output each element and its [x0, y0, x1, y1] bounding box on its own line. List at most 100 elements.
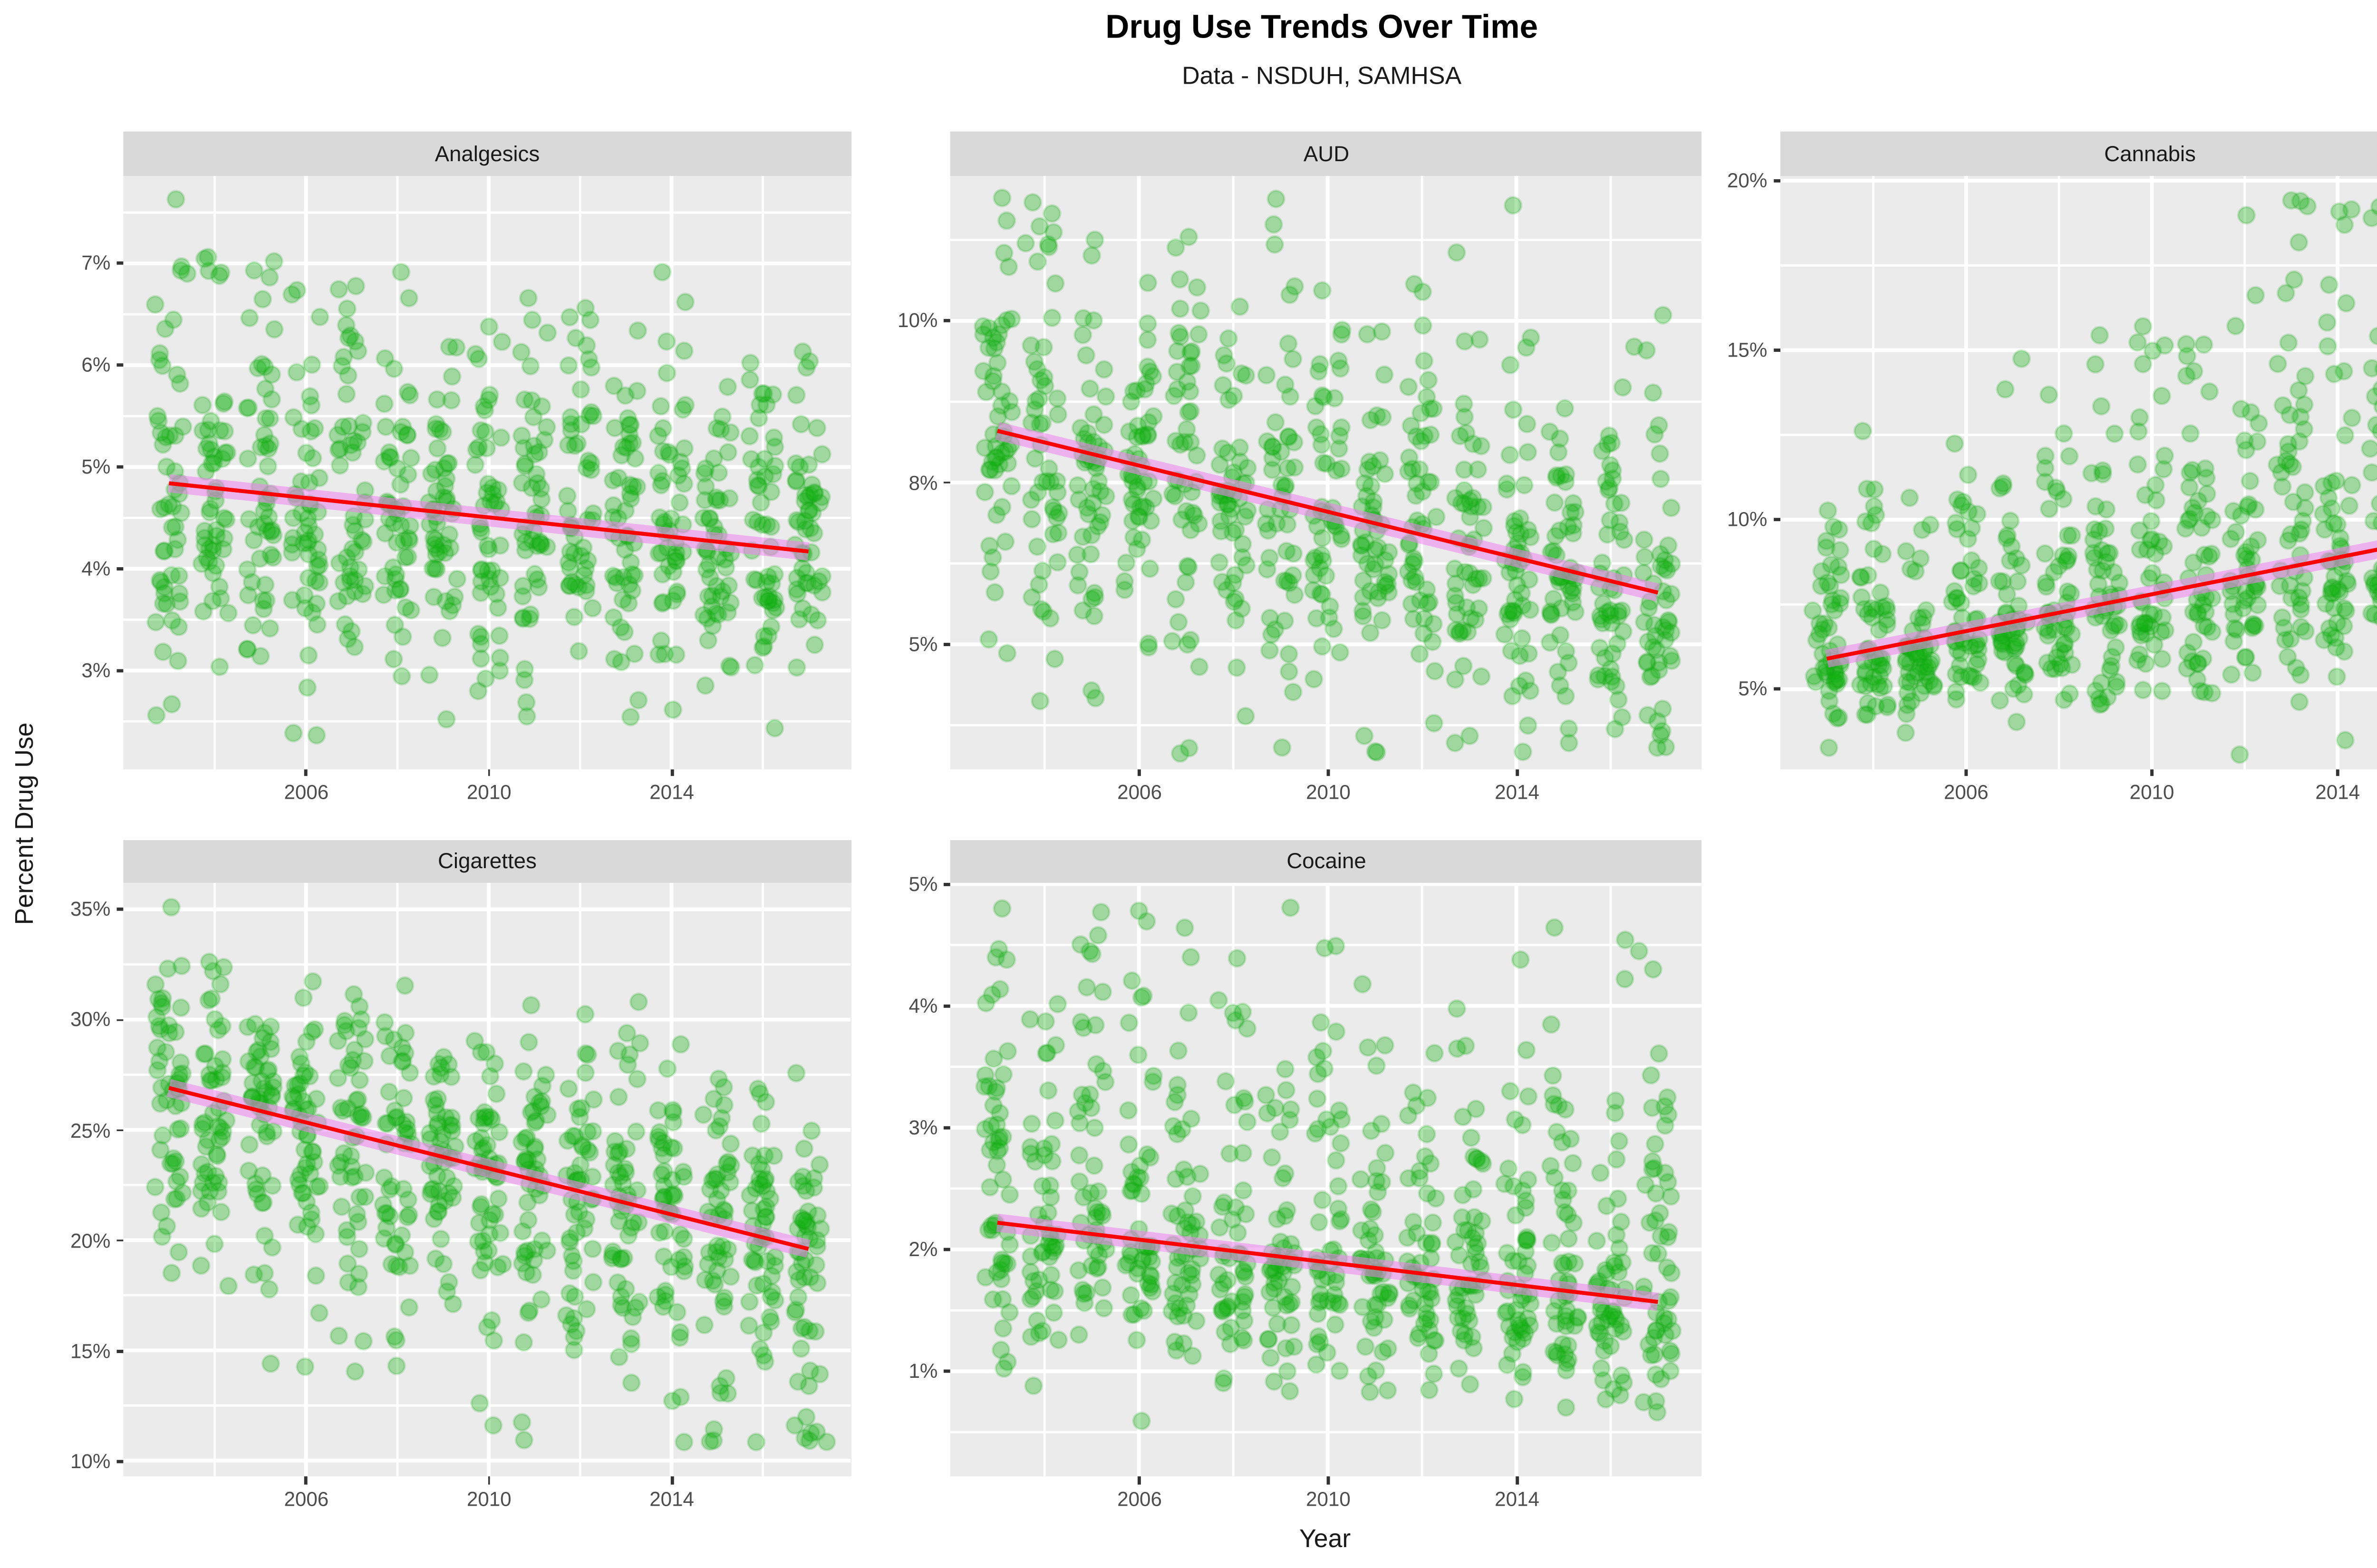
x-tick-mark [670, 1476, 674, 1484]
x-tick-mark [2336, 769, 2339, 777]
y-tick-mark [116, 1018, 124, 1022]
x-tick-mark [1138, 769, 1141, 777]
y-tick-label: 2% [908, 1238, 938, 1262]
facet-strip-analgesics: Analgesics [123, 132, 851, 176]
y-tick-mark [943, 1005, 951, 1008]
y-tick-label: 15% [70, 1339, 111, 1363]
y-tick-mark [116, 364, 124, 367]
y-tick-label: 10% [70, 1449, 111, 1473]
y-tick-label: 15% [1727, 339, 1768, 362]
x-tick-label: 2006 [1117, 781, 1162, 804]
x-tick-mark [2150, 769, 2154, 777]
scatter-points [146, 898, 837, 1452]
y-tick-label: 30% [70, 1008, 111, 1032]
y-tick-mark [116, 908, 124, 911]
y-tick-label: 8% [908, 471, 938, 494]
y-tick-mark [116, 1460, 124, 1463]
facet-panel-analgesics [123, 176, 851, 769]
x-tick-label: 2006 [1943, 781, 1989, 804]
x-tick-mark [1326, 1476, 1330, 1484]
y-tick-mark [943, 319, 951, 322]
x-tick-label: 2014 [2315, 781, 2360, 804]
y-axis-title: Percent Drug Use [11, 722, 39, 925]
y-tick-mark [1773, 348, 1781, 352]
x-tick-mark [1515, 769, 1519, 777]
facet-strip-label: Cocaine [1286, 849, 1366, 874]
x-tick-mark [487, 769, 491, 777]
y-tick-mark [1773, 518, 1781, 522]
y-tick-mark [116, 261, 124, 265]
facet-panel-cannabis [1780, 176, 2377, 769]
y-tick-label: 5% [908, 633, 938, 656]
y-tick-label: 10% [1727, 508, 1768, 532]
y-tick-mark [943, 1126, 951, 1130]
y-tick-label: 1% [908, 1360, 938, 1384]
trend-line [997, 429, 1659, 595]
y-tick-label: 10% [898, 309, 938, 333]
y-tick-mark [116, 669, 124, 672]
facet-strip-cigarettes: Cigarettes [123, 839, 851, 883]
facet-panel-cigarettes [123, 883, 851, 1477]
x-tick-label: 2010 [1306, 1488, 1351, 1511]
trend-line [169, 481, 809, 554]
trend-line [1826, 547, 2377, 661]
facet-panel-aud [951, 176, 1702, 769]
x-tick-label: 2006 [284, 1488, 329, 1511]
x-tick-mark [1964, 769, 1968, 777]
y-tick-mark [943, 643, 951, 646]
facet-strip-label: Analgesics [435, 142, 540, 166]
y-tick-label: 20% [70, 1229, 111, 1252]
facet-strip-aud: AUD [951, 132, 1702, 176]
y-tick-mark [116, 1239, 124, 1242]
y-tick-label: 25% [70, 1119, 111, 1142]
x-tick-label: 2014 [1495, 781, 1539, 804]
y-tick-label: 5% [81, 455, 111, 479]
x-tick-mark [305, 1476, 308, 1484]
x-tick-label: 2014 [1495, 1488, 1539, 1511]
trend-line [169, 1086, 810, 1251]
y-tick-label: 5% [908, 873, 938, 896]
x-tick-mark [1515, 1476, 1519, 1484]
x-tick-label: 2010 [2129, 781, 2174, 804]
y-tick-mark [1773, 179, 1781, 183]
plot-subtitle: Data - NSDUH, SAMHSA [1182, 62, 1462, 91]
y-tick-label: 4% [81, 557, 111, 581]
x-tick-mark [1138, 1476, 1141, 1484]
y-tick-mark [943, 1248, 951, 1252]
scatter-points [146, 190, 832, 745]
x-tick-label: 2014 [649, 781, 695, 804]
x-tick-mark [487, 1476, 491, 1484]
x-tick-label: 2010 [1306, 781, 1351, 804]
scatter-points [1803, 191, 2377, 764]
facet-strip-label: Cannabis [2104, 142, 2196, 166]
y-tick-label: 35% [70, 898, 111, 921]
y-tick-label: 3% [908, 1116, 938, 1140]
x-tick-label: 2010 [466, 781, 512, 804]
y-tick-mark [943, 1370, 951, 1374]
y-tick-mark [1773, 687, 1781, 691]
facet-strip-cocaine: Cocaine [951, 839, 1702, 883]
facet-strip-cannabis: Cannabis [1780, 132, 2377, 176]
plot-title: Drug Use Trends Over Time [1105, 10, 1538, 46]
x-tick-label: 2010 [466, 1488, 512, 1511]
y-tick-mark [116, 465, 124, 469]
facet-strip-label: Cigarettes [437, 849, 537, 874]
x-tick-mark [305, 769, 308, 777]
y-tick-mark [943, 481, 951, 484]
x-tick-mark [1326, 769, 1330, 777]
facet-strip-label: AUD [1303, 142, 1350, 166]
y-tick-label: 4% [908, 995, 938, 1018]
y-tick-label: 6% [81, 353, 111, 377]
y-tick-label: 7% [81, 252, 111, 275]
x-tick-label: 2014 [649, 1488, 695, 1511]
y-tick-mark [116, 1129, 124, 1132]
y-tick-mark [943, 883, 951, 886]
y-tick-label: 3% [81, 659, 111, 682]
x-tick-label: 2006 [284, 781, 329, 804]
x-tick-label: 2006 [1117, 1488, 1162, 1511]
y-tick-mark [116, 1349, 124, 1353]
y-tick-label: 20% [1727, 169, 1768, 193]
y-tick-label: 5% [1738, 678, 1768, 701]
